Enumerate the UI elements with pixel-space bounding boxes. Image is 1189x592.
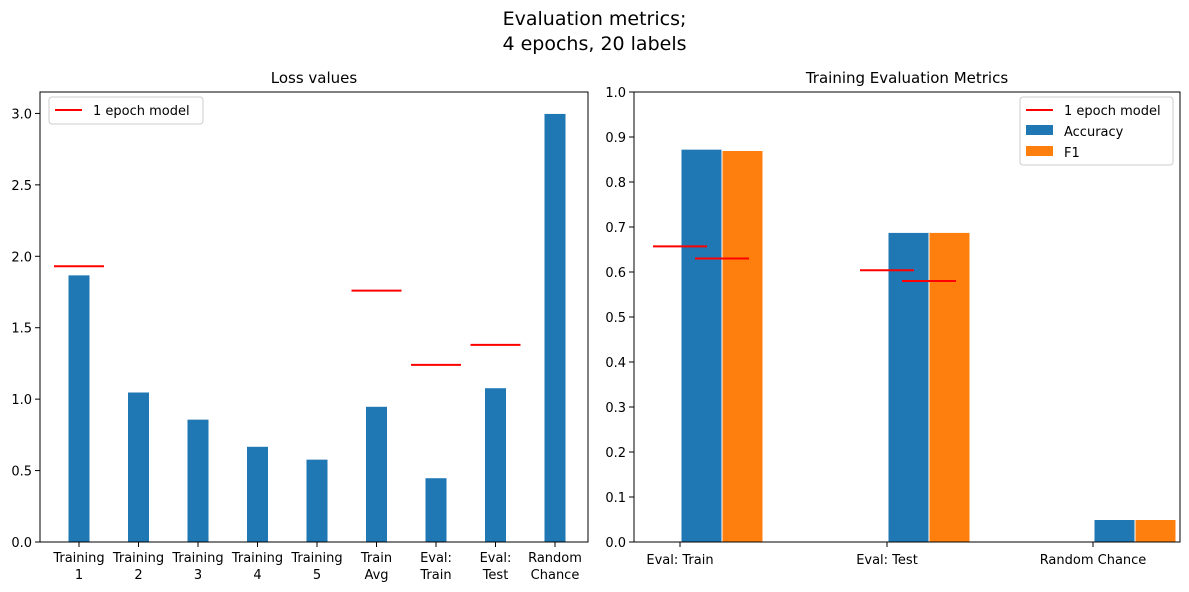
loss-bar — [67, 274, 91, 543]
metrics-bar-f1 — [1134, 519, 1177, 543]
metrics-y-tick-label: 0.4 — [605, 356, 626, 371]
metrics-legend-box — [1019, 96, 1174, 166]
loss-legend-reference-label: 1 epoch model — [93, 104, 190, 119]
metrics-y-tick-label: 0.5 — [605, 311, 626, 326]
loss-bar — [127, 391, 150, 543]
loss-values-chart: Loss values 0.0 0.5 1.0 1.5 2.0 2.5 3.0 Trainin… — [11, 69, 589, 583]
metrics-legend-reference-label: 1 epoch model — [1064, 104, 1161, 119]
loss-x-tick-label-line-2: Avg — [364, 568, 388, 583]
loss-x-tick-label-line-1: Random — [528, 551, 582, 566]
metrics-x-tick-label: Eval: Train — [646, 553, 713, 568]
metrics-y-tick-label: 0.0 — [605, 536, 626, 551]
loss-y-tick-label: 0.0 — [11, 536, 32, 551]
loss-bar — [246, 445, 269, 543]
loss-chart-frame — [39, 91, 589, 543]
loss-chart-legend: 1 epoch model — [48, 96, 204, 125]
metrics-y-tick-label: 0.8 — [605, 176, 626, 191]
metrics-bar-accuracy — [680, 148, 723, 543]
loss-x-tick-label-line-1: Training — [171, 551, 223, 566]
loss-legend-box — [48, 96, 204, 125]
loss-x-tick-label-line-2: 4 — [253, 568, 261, 583]
loss-bar — [543, 112, 567, 543]
loss-x-tick-label-line-1: Training — [290, 551, 342, 566]
metrics-x-tick-label: Random Chance — [1040, 553, 1147, 568]
loss-bar — [484, 387, 507, 543]
loss-x-tick-label-line-2: Chance — [531, 568, 580, 583]
loss-x-tick-label-line-1: Train — [360, 551, 392, 566]
loss-x-tick-label-line-2: Train — [419, 568, 451, 583]
metrics-legend-f1-label: F1 — [1064, 146, 1080, 161]
metrics-legend-accuracy-swatch — [1026, 125, 1053, 135]
loss-x-tick-label-line-2: 1 — [75, 568, 83, 583]
metrics-bar-f1 — [928, 231, 971, 543]
metrics-x-tick-label: Eval: Test — [856, 553, 918, 568]
metrics-y-tick-label: 1.0 — [605, 86, 626, 101]
loss-bar — [424, 477, 448, 543]
loss-x-tick-label-line-2: 2 — [134, 568, 142, 583]
metrics-chart-title: Training Evaluation Metrics — [805, 69, 1009, 87]
loss-y-tick-label: 3.0 — [11, 107, 32, 122]
loss-y-tick-label: 0.5 — [11, 465, 32, 480]
loss-x-tick-label-line-1: Training — [112, 551, 164, 566]
loss-chart-title: Loss values — [271, 69, 358, 87]
loss-y-tick-label: 2.5 — [11, 179, 32, 194]
metrics-y-tick-label: 0.9 — [605, 131, 626, 146]
metrics-chart-frame — [633, 91, 1181, 543]
metrics-y-tick-label: 0.6 — [605, 266, 626, 281]
metrics-y-tick-label: 0.3 — [605, 401, 626, 416]
loss-bar — [365, 405, 388, 543]
loss-y-tick-label: 2.0 — [11, 250, 32, 265]
metrics-y-tick-label: 0.1 — [605, 491, 626, 506]
loss-x-tick-label-line-1: Training — [231, 551, 283, 566]
training-evaluation-metrics-chart: Training Evaluation Metrics 0.0 0.1 0.2 0.3… — [605, 69, 1181, 568]
metrics-y-tick-label: 0.2 — [605, 446, 626, 461]
loss-y-tick-label: 1.0 — [11, 393, 32, 408]
metrics-bar-f1 — [721, 150, 764, 543]
loss-x-tick-label-line-1: Eval: — [420, 551, 452, 566]
loss-bar — [305, 458, 329, 543]
loss-x-tick-label-line-1: Training — [52, 551, 104, 566]
loss-x-tick-label-line-2: 5 — [313, 568, 321, 583]
metrics-legend-f1-swatch — [1026, 146, 1053, 156]
figure-title-line-2: 4 epochs, 20 labels — [502, 33, 686, 55]
loss-y-tick-label: 1.5 — [11, 322, 32, 337]
metrics-chart-legend: 1 epoch model Accuracy F1 — [1019, 96, 1174, 166]
metrics-y-tick-label: 0.7 — [605, 221, 626, 236]
metrics-bar-accuracy — [887, 231, 930, 543]
loss-x-tick-label-line-2: 3 — [194, 568, 202, 583]
loss-bar — [186, 418, 210, 543]
metrics-bar-accuracy — [1093, 519, 1136, 543]
figure-title-line-1: Evaluation metrics; — [503, 8, 687, 30]
loss-x-tick-label-line-1: Eval: — [480, 551, 512, 566]
metrics-legend-accuracy-label: Accuracy — [1064, 125, 1124, 140]
loss-x-tick-label-line-2: Test — [482, 568, 509, 583]
